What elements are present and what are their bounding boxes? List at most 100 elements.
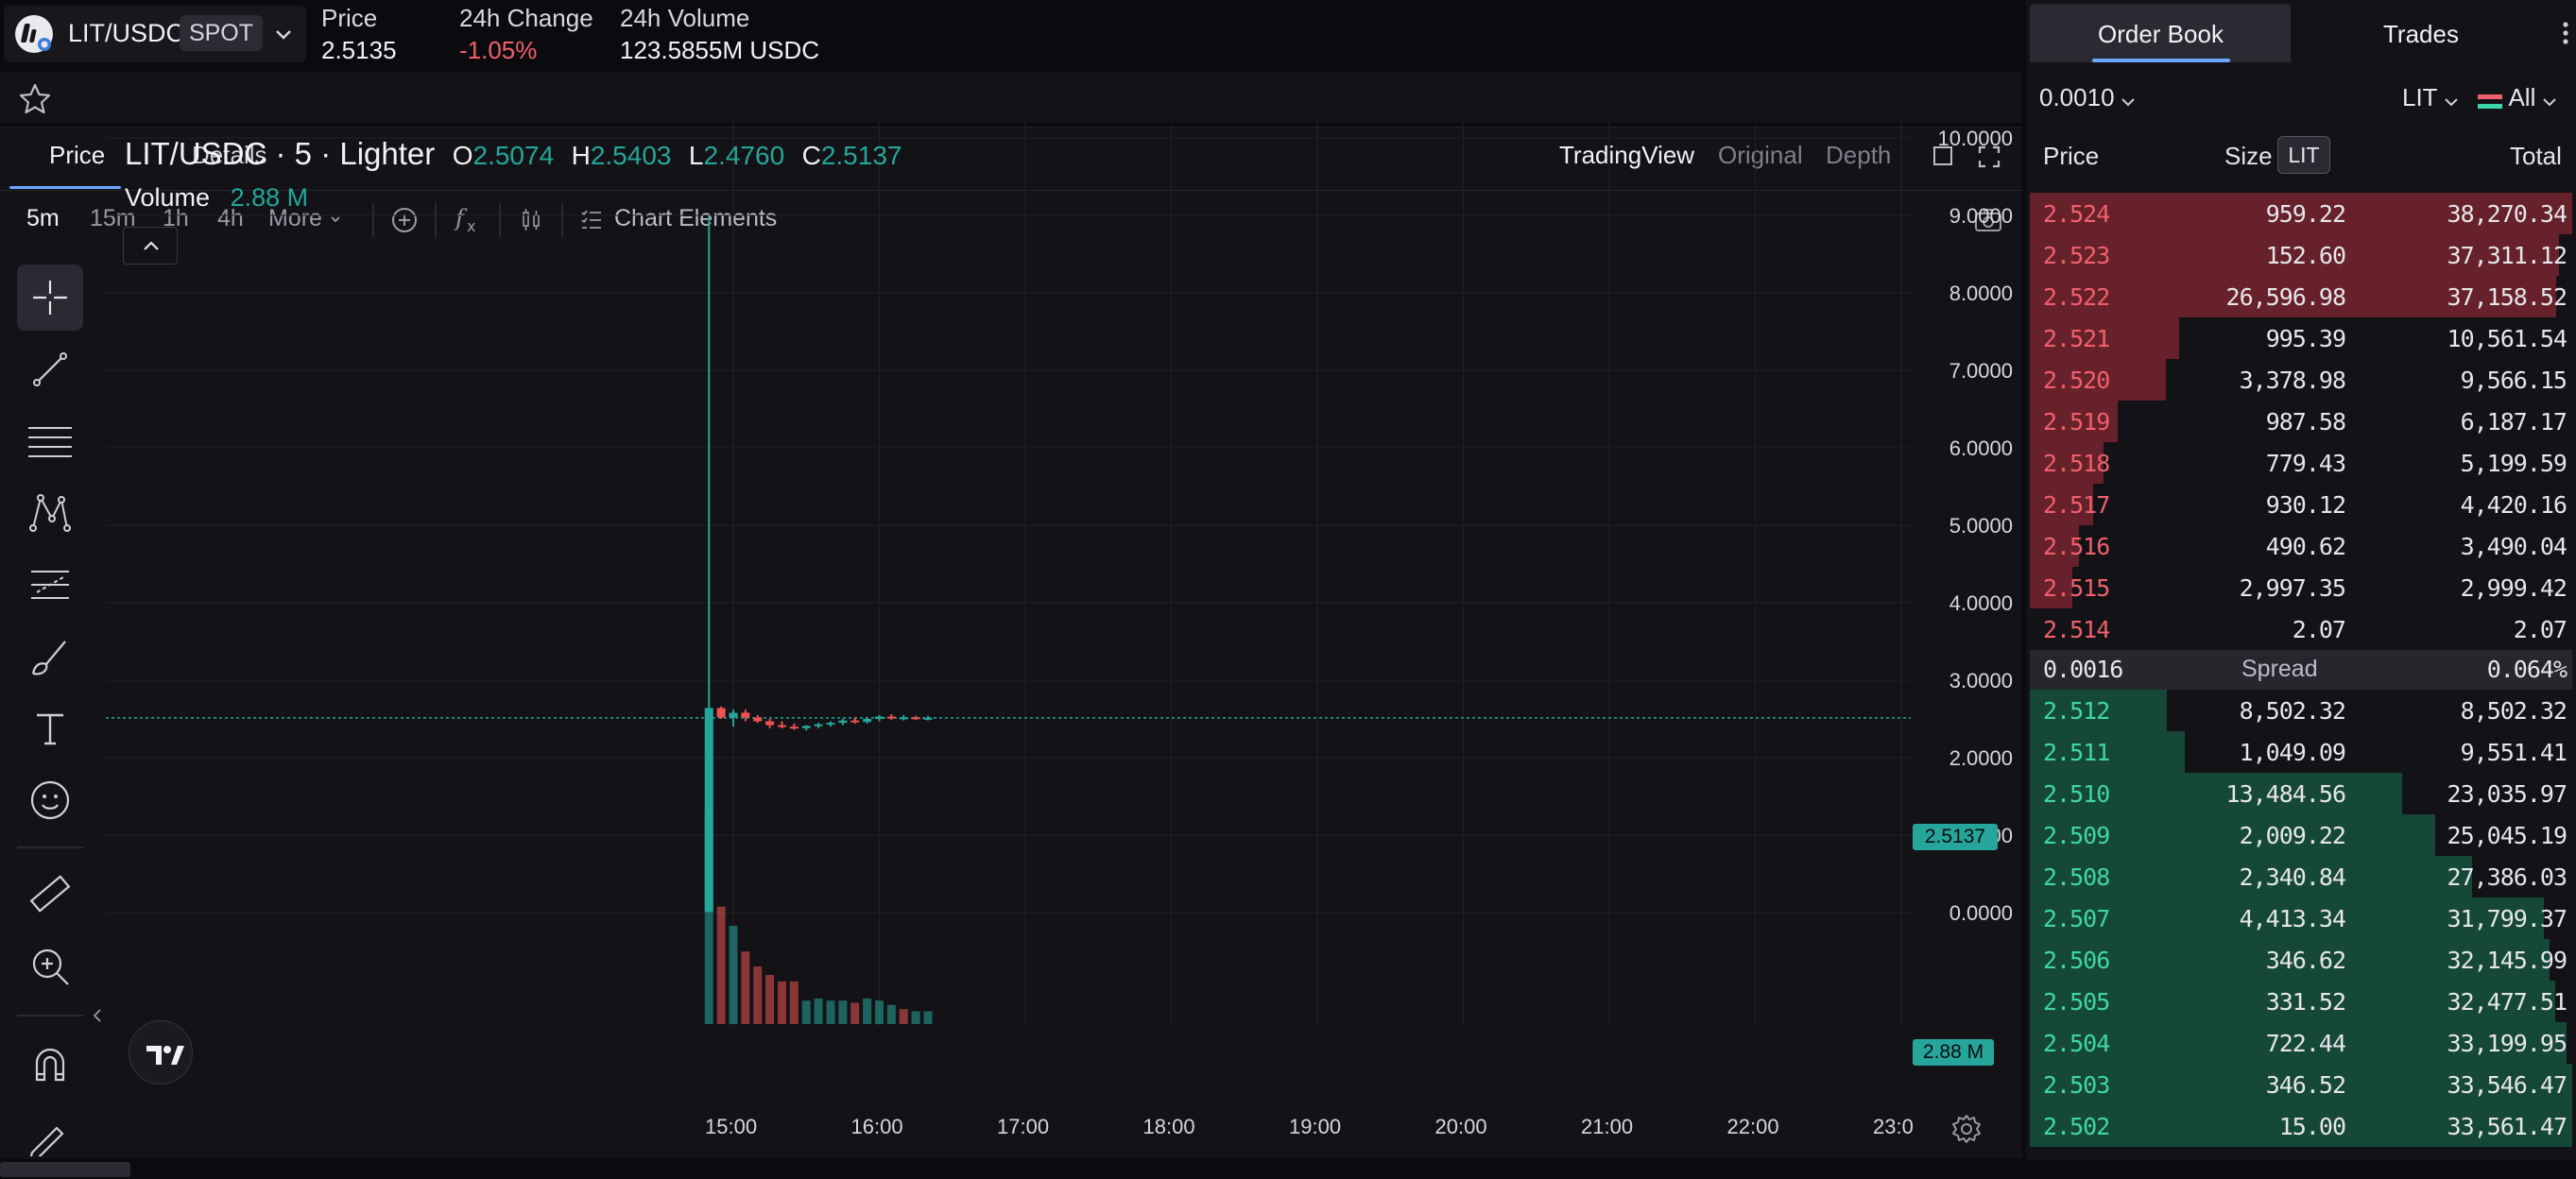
- timeframe-more[interactable]: More: [268, 205, 342, 232]
- chevron-down-icon[interactable]: [270, 21, 297, 47]
- bid-price: 2.508: [2043, 863, 2110, 891]
- text-tool-icon[interactable]: [17, 695, 83, 761]
- candle-body: [838, 720, 848, 724]
- bid-row[interactable]: 2.508 2,340.84 27,386.03: [2030, 856, 2572, 897]
- bid-total: 9,551.41: [2460, 739, 2567, 766]
- bid-row[interactable]: 2.506 346.62 32,145.99: [2030, 939, 2572, 981]
- asset-value: LIT: [2402, 83, 2438, 111]
- bid-row[interactable]: 2.504 722.44 33,199.95: [2030, 1022, 2572, 1064]
- fib-tool-icon[interactable]: [17, 552, 83, 618]
- ask-total: 38,270.34: [2447, 200, 2567, 228]
- ask-row[interactable]: 2.514 2.07 2.07: [2030, 608, 2572, 650]
- price-tick-label: 10.0000: [1937, 127, 2013, 150]
- ruler-icon[interactable]: [17, 862, 83, 928]
- emoji-icon[interactable]: [17, 767, 83, 833]
- scrollbar-thumb[interactable]: [0, 1162, 130, 1177]
- toolbar-divider: [435, 203, 437, 237]
- view-tradingview[interactable]: TradingView: [1559, 141, 1695, 169]
- legend-title: LIT/USDC · 5 · Lighter: [125, 136, 436, 171]
- tradingview-logo-icon[interactable]: [129, 1020, 193, 1085]
- collapse-legend-button[interactable]: [123, 227, 178, 265]
- bid-row[interactable]: 2.512 8,502.32 8,502.32: [2030, 690, 2572, 731]
- pattern-tool-icon[interactable]: [17, 480, 83, 546]
- candle-body: [923, 717, 933, 720]
- ask-row[interactable]: 2.521 995.39 10,561.54: [2030, 317, 2572, 359]
- view-original[interactable]: Original: [1718, 141, 1803, 169]
- ask-size: 987.58: [2265, 408, 2346, 436]
- book-filter-select[interactable]: All: [2476, 83, 2559, 112]
- bid-row[interactable]: 2.505 331.52 32,477.51: [2030, 981, 2572, 1022]
- ask-size: 26,596.98: [2225, 283, 2346, 311]
- volume-bar: [801, 1000, 811, 1024]
- timeframe-4h[interactable]: 4h: [217, 205, 244, 231]
- horizontal-lines-icon[interactable]: [17, 408, 83, 474]
- ask-price: 2.519: [2043, 408, 2110, 436]
- more-label: More: [268, 205, 322, 231]
- ask-size: 152.60: [2265, 242, 2346, 269]
- more-vertical-icon[interactable]: [2559, 19, 2572, 47]
- toolbar-divider: [561, 203, 563, 237]
- chart-panel: Price Details TradingView Original Depth…: [0, 127, 2022, 1158]
- bid-price: 2.504: [2043, 1030, 2110, 1057]
- timeframe-5m[interactable]: 5m: [26, 205, 60, 231]
- tab-order-book[interactable]: Order Book: [2030, 4, 2291, 62]
- square-layout-icon[interactable]: [1932, 145, 1954, 167]
- price-axis[interactable]: 10.0000 9.0000 8.0000 7.0000 6.0000 5.0000 4.0…: [1911, 123, 2022, 1026]
- camera-icon[interactable]: [1973, 205, 2003, 235]
- legend-volume: Volume 2.88 M: [125, 183, 308, 213]
- ask-row[interactable]: 2.524 959.22 38,270.34: [2030, 193, 2572, 234]
- chart-settings-gear-icon[interactable]: [1950, 1113, 1983, 1145]
- tick-size-select[interactable]: 0.0010: [2039, 83, 2138, 112]
- chart-elements-button[interactable]: Chart Elements: [614, 205, 778, 231]
- ask-row[interactable]: 2.515 2,997.35 2,999.42: [2030, 567, 2572, 608]
- ask-row[interactable]: 2.517 930.12 4,420.16: [2030, 484, 2572, 525]
- ask-price: 2.523: [2043, 242, 2110, 269]
- bid-row[interactable]: 2.507 4,413.34 31,799.37: [2030, 897, 2572, 939]
- add-indicator-icon[interactable]: [389, 205, 420, 235]
- time-axis[interactable]: 15:00 16:00 17:00 18:00 19:00 20:00 21:00 22:00…: [106, 1115, 1914, 1143]
- crosshair-icon[interactable]: [17, 265, 83, 331]
- ask-row[interactable]: 2.523 152.60 37,311.12: [2030, 234, 2572, 276]
- time-tick-label: 15:00: [705, 1115, 758, 1138]
- ask-row[interactable]: 2.519 987.58 6,187.17: [2030, 401, 2572, 442]
- ask-size: 2.07: [2292, 616, 2346, 643]
- ask-total: 6,187.17: [2460, 408, 2567, 436]
- price-chart[interactable]: [106, 123, 1911, 1026]
- candle-body: [777, 725, 787, 727]
- tab-details[interactable]: Details: [192, 141, 267, 169]
- bid-row[interactable]: 2.510 13,484.56 23,035.97: [2030, 773, 2572, 814]
- star-icon[interactable]: [17, 81, 53, 117]
- bid-row[interactable]: 2.509 2,009.22 25,045.19: [2030, 814, 2572, 856]
- trend-line-icon[interactable]: [17, 336, 83, 402]
- ask-row[interactable]: 2.518 779.43 5,199.59: [2030, 442, 2572, 484]
- tab-trades[interactable]: Trades: [2383, 20, 2459, 48]
- fullscreen-icon[interactable]: [1977, 145, 2001, 169]
- volume-bar: [729, 926, 738, 1024]
- bid-row[interactable]: 2.511 1,049.09 9,551.41: [2030, 731, 2572, 773]
- ask-row[interactable]: 2.522 26,596.98 37,158.52: [2030, 276, 2572, 317]
- ask-row[interactable]: 2.520 3,378.98 9,566.15: [2030, 359, 2572, 401]
- ask-size: 995.39: [2265, 325, 2346, 352]
- collapse-toolbar-chevron-icon[interactable]: [91, 1005, 104, 1026]
- volume-bar: [863, 998, 872, 1024]
- chart-legend: LIT/USDC · 5 · Lighter O2.5074 H2.5403 L…: [125, 136, 902, 172]
- horizontal-scrollbar[interactable]: [0, 1160, 2576, 1179]
- size-unit-toggle[interactable]: LIT: [2277, 136, 2330, 174]
- magnet-icon[interactable]: [17, 1032, 83, 1098]
- candle-style-icon[interactable]: [518, 205, 544, 235]
- view-depth[interactable]: Depth: [1826, 141, 1892, 169]
- pencil-lock-icon[interactable]: [25, 1115, 72, 1156]
- ask-price: 2.516: [2043, 533, 2110, 560]
- asset-select[interactable]: LIT: [2402, 83, 2461, 112]
- pair-selector[interactable]: LIT/USDC SPOT: [4, 6, 306, 62]
- bid-row[interactable]: 2.502 15.00 33,561.47: [2030, 1105, 2572, 1147]
- bid-row[interactable]: 2.503 346.52 33,546.47: [2030, 1064, 2572, 1105]
- tab-price[interactable]: Price: [49, 141, 106, 169]
- zoom-in-icon[interactable]: [17, 933, 83, 1000]
- brush-icon[interactable]: [17, 624, 83, 690]
- ask-row[interactable]: 2.516 490.62 3,490.04: [2030, 525, 2572, 567]
- chevron-down-icon: [2121, 98, 2135, 107]
- drawing-toolbar: [0, 142, 100, 1030]
- legend-close-key: C: [801, 141, 821, 170]
